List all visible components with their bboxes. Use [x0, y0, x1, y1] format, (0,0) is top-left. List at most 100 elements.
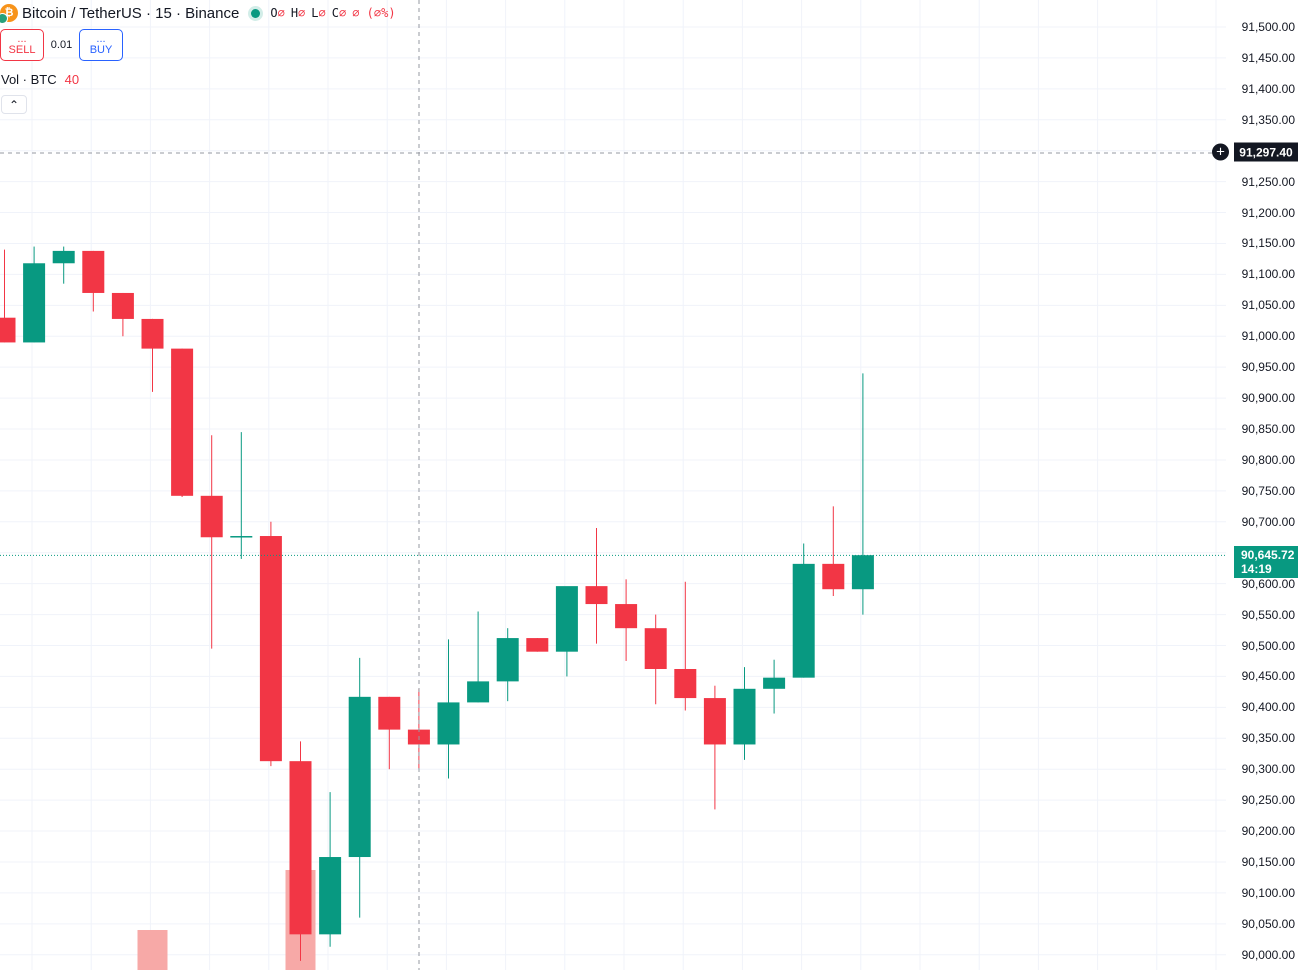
- ohlc-close: C∅: [331, 6, 347, 20]
- candle: [792, 543, 815, 678]
- price-tick-label: 90,600.00: [1241, 576, 1295, 591]
- candle-body: [792, 563, 815, 678]
- candle: [82, 250, 105, 312]
- buy-price: ...: [96, 33, 106, 45]
- ohlc-low: L∅: [311, 6, 326, 20]
- candle: [259, 521, 282, 767]
- candle: [289, 741, 312, 961]
- ohlc-change: ∅ (∅%): [352, 6, 396, 20]
- sell-label: SELL: [8, 44, 36, 56]
- price-tick-label: 91,250.00: [1241, 174, 1295, 189]
- price-tick-label: 90,450.00: [1241, 669, 1295, 684]
- candle-body: [615, 604, 638, 629]
- market-status-icon[interactable]: [251, 8, 261, 18]
- last-price-value: 90,645.72: [1241, 548, 1295, 563]
- candle-body: [141, 318, 164, 349]
- candle: [437, 639, 460, 779]
- price-tick-label: 90,000.00: [1241, 947, 1295, 962]
- ohlc-open: O∅: [270, 6, 285, 20]
- candle-body: [467, 681, 490, 703]
- candle-body: [82, 250, 105, 293]
- price-tick-label: 90,700.00: [1241, 514, 1295, 529]
- candle: [378, 696, 401, 770]
- price-tick-label: 90,050.00: [1241, 916, 1295, 931]
- candle: [200, 435, 223, 649]
- candle-countdown: 14:19: [1241, 562, 1272, 577]
- sell-price: ...: [17, 33, 27, 45]
- candle: [23, 246, 46, 343]
- candle: [0, 249, 16, 343]
- price-tick-label: 91,200.00: [1241, 205, 1295, 220]
- price-tick-label: 91,050.00: [1241, 298, 1295, 313]
- buy-button[interactable]: ... BUY: [79, 29, 123, 61]
- candle-body: [111, 292, 134, 319]
- price-tick-label: 90,400.00: [1241, 700, 1295, 715]
- price-tick-label: 90,100.00: [1241, 885, 1295, 900]
- price-tick-label: 91,100.00: [1241, 267, 1295, 282]
- candle: [763, 659, 786, 714]
- candle-body: [52, 250, 75, 264]
- chart-grid: [0, 0, 1226, 970]
- price-tick-label: 90,200.00: [1241, 824, 1295, 839]
- price-scale[interactable]: 91,500.00 91,450.00 91,400.00 91,350.00 91,2…: [1226, 0, 1305, 970]
- symbol-legend: ₿ Bitcoin / TetherUS · 15 · Binance O∅ H…: [0, 3, 396, 24]
- price-tick-label: 90,750.00: [1241, 483, 1295, 498]
- sell-button[interactable]: ... SELL: [0, 29, 44, 61]
- candle-body: [0, 317, 16, 343]
- candle: [555, 586, 578, 677]
- collapse-legend-button[interactable]: ⌃: [1, 95, 27, 114]
- crosshair-price-label: 91,297.40: [1234, 142, 1298, 162]
- price-tick-label: 90,300.00: [1241, 762, 1295, 777]
- candle: [141, 318, 164, 392]
- candle-body: [289, 761, 312, 935]
- candle-body: [851, 555, 874, 590]
- price-tick-label: 90,800.00: [1241, 452, 1295, 467]
- bitcoin-logo-icon: ₿: [0, 4, 18, 24]
- ohlc-values: O∅ H∅ L∅ C∅ ∅ (∅%): [270, 6, 395, 20]
- candle: [644, 614, 667, 705]
- price-tick-label: 90,150.00: [1241, 854, 1295, 869]
- candle: [674, 581, 697, 711]
- candle: [348, 657, 371, 918]
- candle-body: [644, 628, 667, 670]
- candle-body: [378, 696, 401, 730]
- candle: [319, 792, 342, 947]
- price-tick-label: 91,000.00: [1241, 329, 1295, 344]
- volume-value: 40: [64, 72, 80, 87]
- buy-label: BUY: [89, 44, 113, 56]
- candle-body: [319, 857, 342, 935]
- candle-body: [230, 536, 253, 538]
- price-tick-label: 90,500.00: [1241, 638, 1295, 653]
- symbol-title[interactable]: Bitcoin / TetherUS · 15 · Binance: [22, 4, 240, 22]
- add-alert-icon[interactable]: +: [1212, 143, 1229, 161]
- candle-body: [259, 536, 282, 762]
- volume-label: Vol · BTC: [1, 72, 57, 87]
- ohlc-high: H∅: [290, 6, 306, 20]
- price-chart[interactable]: [0, 0, 1226, 970]
- price-tick-label: 90,350.00: [1241, 731, 1295, 746]
- price-tick-label: 90,900.00: [1241, 391, 1295, 406]
- price-tick-label: 90,550.00: [1241, 607, 1295, 622]
- candle: [822, 506, 845, 597]
- trade-buttons: ... SELL 0.01 ... BUY: [0, 29, 123, 61]
- candle: [585, 527, 608, 644]
- candle: [111, 292, 134, 337]
- candle-body: [23, 263, 46, 343]
- price-tick-label: 91,150.00: [1241, 236, 1295, 251]
- volume-legend[interactable]: Vol · BTC 40: [1, 72, 79, 87]
- candle-body: [822, 563, 845, 590]
- candle: [615, 579, 638, 661]
- candle: [171, 348, 194, 498]
- last-price-label: 90,645.72 14:19: [1234, 546, 1298, 579]
- candle-body: [703, 698, 726, 745]
- price-tick-label: 90,850.00: [1241, 422, 1295, 437]
- candle: [496, 628, 519, 702]
- candle-body: [171, 348, 194, 496]
- price-tick-label: 90,250.00: [1241, 793, 1295, 808]
- candle: [703, 685, 726, 810]
- price-tick-label: 91,350.00: [1241, 112, 1295, 127]
- tether-icon: [0, 13, 8, 24]
- chevron-up-icon: ⌃: [8, 97, 20, 112]
- candle-body: [437, 702, 460, 745]
- candle: [851, 373, 874, 615]
